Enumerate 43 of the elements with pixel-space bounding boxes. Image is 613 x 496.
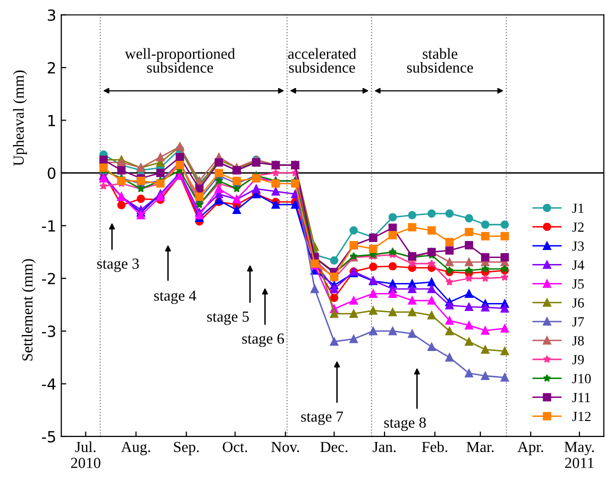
annotation: stage 7 [301, 412, 343, 425]
annotation: stable subsidence [407, 48, 473, 73]
annotation: stage 8 [384, 417, 426, 431]
x-tick-label: Feb. [422, 441, 448, 452]
legend-label: J6 [572, 298, 584, 308]
legend-label: J11 [572, 392, 590, 402]
legend-label: J3 [572, 241, 584, 251]
x-tick-label: Jul. 2010 [71, 441, 100, 468]
y-tick-label: 0 [48, 167, 56, 179]
annotation: stage 4 [154, 290, 196, 304]
y-tick-label: -4 [42, 378, 56, 390]
legend-label: J7 [572, 317, 584, 327]
x-tick-label: Jan. [372, 442, 396, 452]
y-tick-label: -3 [42, 326, 56, 338]
x-tick-label: Oct. [222, 442, 248, 452]
x-tick-label: Sep. [174, 442, 199, 456]
legend-label: J5 [572, 279, 584, 289]
annotation: stage 3 [97, 258, 139, 272]
y-tick-label: 2 [48, 62, 55, 74]
annotation: stage 6 [242, 334, 284, 347]
y-tick-label: 1 [48, 114, 56, 126]
legend-label: J10 [572, 374, 591, 384]
text: Upheaval (mm) [13, 70, 27, 166]
legend-label: J4 [572, 260, 584, 270]
x-tick-label: Aug. [121, 442, 150, 456]
x-tick-label: Apr. [517, 442, 544, 456]
legend-label: J2 [572, 222, 584, 232]
y-axis-title: Settlement (mm) [22, 259, 36, 361]
x-tick-label: Dec. [320, 442, 348, 452]
annotation: stage 5 [207, 312, 249, 325]
legend-label: J12 [572, 412, 591, 422]
y-tick-label: -5 [42, 431, 56, 442]
y-tick-label: 3 [48, 9, 56, 21]
x-tick-label: Mar. [466, 442, 494, 452]
annotation: well-proportioned subsidence [124, 48, 235, 73]
legend-label: J1 [572, 204, 584, 213]
x-tick-label: May. 2011 [564, 442, 594, 468]
y-tick-label: -2 [42, 272, 55, 284]
legend-label: J9 [572, 355, 584, 364]
y-tick-label: -1 [42, 220, 56, 232]
annotation: accelerated subsidence [288, 48, 356, 73]
x-tick-label: Nov. [271, 442, 300, 452]
legend-label: J8 [572, 336, 584, 346]
